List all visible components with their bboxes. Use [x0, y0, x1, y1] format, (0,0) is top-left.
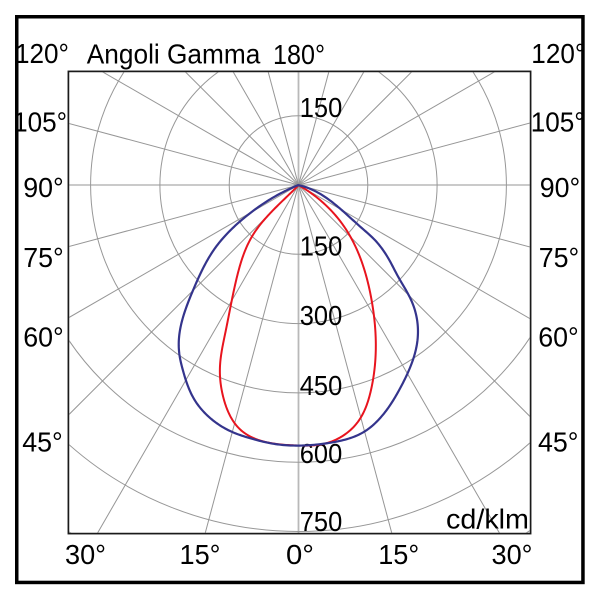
svg-text:450: 450 — [300, 370, 343, 401]
svg-text:150: 150 — [300, 231, 343, 262]
svg-text:75°: 75° — [539, 242, 580, 273]
svg-text:150: 150 — [300, 92, 343, 123]
svg-text:45°: 45° — [22, 426, 63, 457]
svg-text:30°: 30° — [65, 539, 106, 570]
svg-text:30°: 30° — [492, 539, 533, 570]
svg-text:75°: 75° — [23, 242, 64, 273]
svg-text:105°: 105° — [531, 106, 585, 137]
svg-text:120°: 120° — [531, 38, 585, 69]
svg-text:180°: 180° — [273, 39, 325, 70]
svg-text:90°: 90° — [23, 172, 64, 203]
svg-text:120°: 120° — [15, 38, 69, 69]
svg-text:105°: 105° — [13, 106, 67, 137]
svg-text:Angoli Gamma: Angoli Gamma — [87, 39, 261, 70]
svg-text:0°: 0° — [286, 539, 314, 570]
svg-text:45°: 45° — [538, 426, 579, 457]
svg-text:15°: 15° — [378, 539, 419, 570]
svg-text:90°: 90° — [540, 172, 581, 203]
svg-text:750: 750 — [300, 506, 343, 537]
svg-text:15°: 15° — [180, 539, 221, 570]
svg-text:300: 300 — [300, 300, 343, 331]
svg-text:60°: 60° — [23, 322, 64, 353]
svg-text:cd/klm: cd/klm — [446, 504, 529, 535]
svg-text:60°: 60° — [538, 322, 579, 353]
